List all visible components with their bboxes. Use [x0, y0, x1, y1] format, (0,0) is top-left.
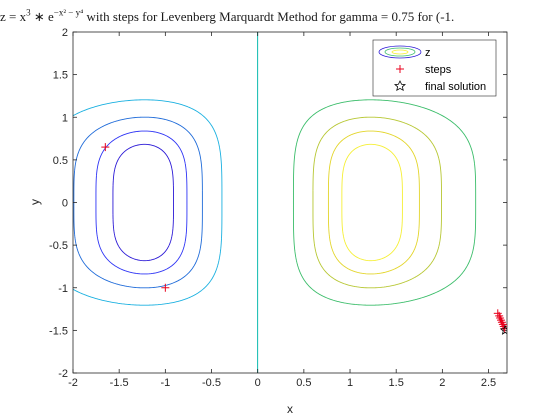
contour-level — [292, 99, 477, 306]
legend-label-final-solution: final solution — [425, 81, 486, 93]
step-markers — [101, 143, 507, 335]
legend-steps-marker — [396, 65, 404, 73]
x-tick-label: -1 — [160, 377, 170, 389]
axes-box — [72, 31, 508, 374]
contour-lines — [73, 32, 477, 373]
x-tick-label: 0 — [255, 377, 261, 389]
title-e-exponent: −x² − y⁴ — [53, 9, 84, 18]
step-marker — [498, 320, 507, 329]
y-tick-label: 0 — [62, 198, 68, 210]
legend: z steps final solution — [372, 39, 497, 97]
y-tick-label: -0.5 — [49, 240, 68, 252]
y-tick-label: 0.5 — [53, 155, 68, 167]
step-marker — [497, 318, 506, 327]
contour-level — [327, 130, 420, 275]
contour-level — [112, 143, 174, 262]
legend-label-steps: steps — [425, 64, 452, 76]
y-axis-label: y — [28, 199, 42, 205]
x-tick-label: 2 — [439, 377, 445, 389]
x-axis-label: x — [287, 402, 293, 416]
legend-final-marker — [394, 80, 406, 91]
legend-contour-icon — [378, 45, 422, 59]
step-marker — [101, 143, 110, 152]
step-marker — [495, 311, 504, 320]
x-tick-label: 2.5 — [481, 377, 496, 389]
chart-title: z = x3 ∗ e−x² − y⁴ with steps for Levenb… — [0, 9, 455, 24]
step-marker — [499, 322, 507, 331]
y-tick-label: -1 — [58, 283, 68, 295]
contour-level — [73, 116, 203, 289]
step-marker — [496, 314, 505, 323]
x-tick-label: 0.5 — [296, 377, 311, 389]
y-tick-label: 1.5 — [53, 70, 68, 82]
y-tick-label: -1.5 — [49, 325, 68, 337]
x-tick-label: 1.5 — [389, 377, 404, 389]
step-marker — [161, 283, 170, 292]
title-x-exponent: 3 — [26, 9, 31, 18]
contour-level — [312, 116, 442, 289]
step-marker — [496, 316, 505, 325]
y-tick-label: -2 — [58, 368, 68, 380]
x-tick-label: 1 — [347, 377, 353, 389]
x-tick-label: -1.5 — [110, 377, 129, 389]
contour-level — [341, 143, 403, 262]
contour-level — [73, 99, 223, 306]
y-tick-label: 1 — [62, 112, 68, 124]
legend-label-z: z — [425, 47, 431, 59]
x-tick-label: -0.5 — [202, 377, 221, 389]
final-solution-marker — [499, 324, 507, 335]
x-tick-label: -2 — [68, 377, 78, 389]
axis-ticks: -2 -1.5 -1 -0.5 0 0.5 1 1.5 2 2.5 -2 -1.5 -1 -0.5 0 0.5… — [49, 27, 507, 389]
legend-box — [372, 39, 497, 97]
y-tick-label: 2 — [62, 27, 68, 39]
